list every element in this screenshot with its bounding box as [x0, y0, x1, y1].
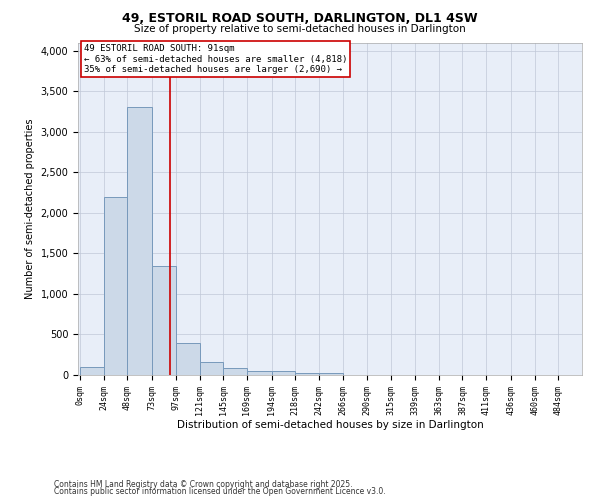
Text: 49, ESTORIL ROAD SOUTH, DARLINGTON, DL1 4SW: 49, ESTORIL ROAD SOUTH, DARLINGTON, DL1 …	[122, 12, 478, 26]
Text: Size of property relative to semi-detached houses in Darlington: Size of property relative to semi-detach…	[134, 24, 466, 34]
Bar	[152, 266, 176, 375]
Bar	[319, 373, 343, 375]
Bar	[104, 196, 127, 375]
Bar	[223, 368, 247, 375]
Bar	[295, 372, 319, 375]
Bar	[247, 371, 272, 375]
Text: Contains public sector information licensed under the Open Government Licence v3: Contains public sector information licen…	[54, 487, 386, 496]
Bar	[272, 372, 295, 375]
X-axis label: Distribution of semi-detached houses by size in Darlington: Distribution of semi-detached houses by …	[176, 420, 484, 430]
Bar	[127, 108, 152, 375]
Bar	[80, 367, 104, 375]
Text: Contains HM Land Registry data © Crown copyright and database right 2025.: Contains HM Land Registry data © Crown c…	[54, 480, 353, 489]
Text: 49 ESTORIL ROAD SOUTH: 91sqm
← 63% of semi-detached houses are smaller (4,818)
3: 49 ESTORIL ROAD SOUTH: 91sqm ← 63% of se…	[84, 44, 347, 74]
Bar	[176, 342, 200, 375]
Bar	[200, 362, 223, 375]
Y-axis label: Number of semi-detached properties: Number of semi-detached properties	[25, 118, 35, 299]
